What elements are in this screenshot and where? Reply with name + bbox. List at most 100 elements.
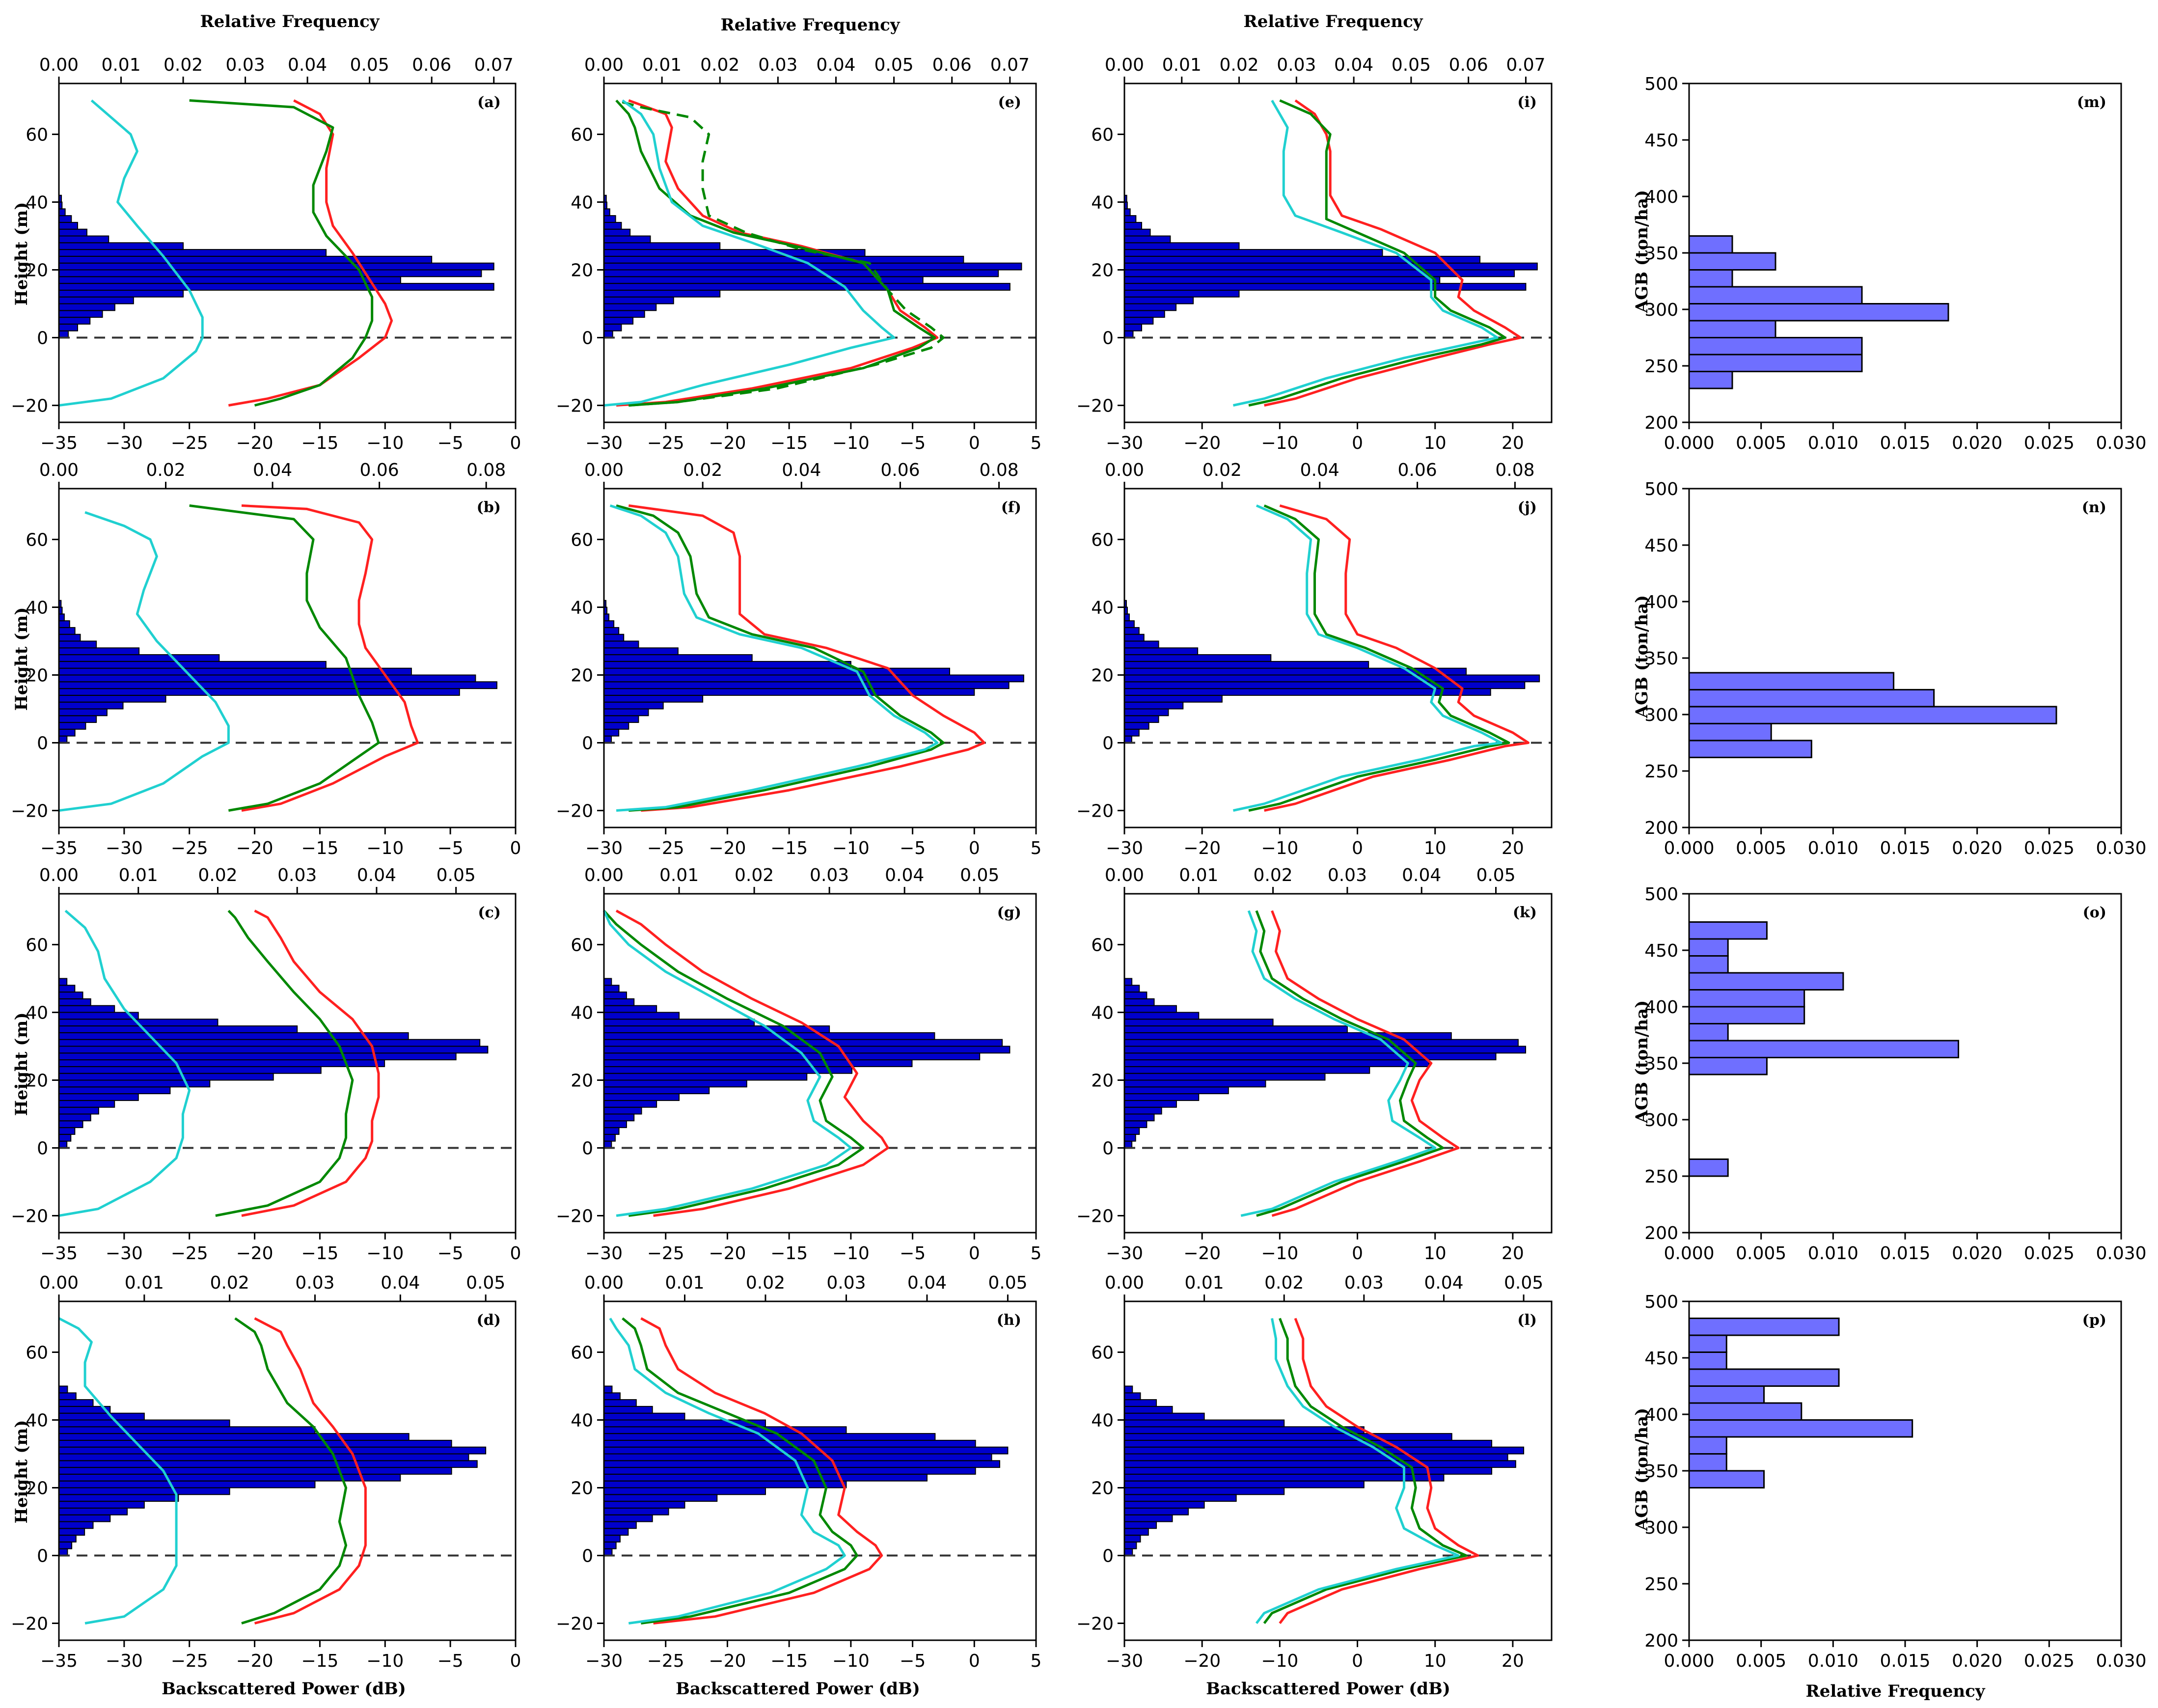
hist-bar <box>58 1066 322 1074</box>
hist-bar <box>603 1399 637 1407</box>
series-green <box>215 909 354 1217</box>
hist-bar <box>58 1467 452 1475</box>
hist-bar <box>1124 1453 1508 1461</box>
ylabel-agb-row4: AGB (ton/ha) <box>1632 1408 1652 1531</box>
hist-bar <box>58 1426 316 1434</box>
y-tick-label: −20 <box>556 396 593 416</box>
x2-tick-label: 0.00 <box>39 55 79 75</box>
y-tick-label: −20 <box>556 1207 593 1227</box>
panel-e: −30 −25 −20 −15 −10 −5 0 5 0.00 0.01 0.02 0.03 0.04 0… <box>556 55 1041 453</box>
hist-bar <box>1124 735 1132 744</box>
hist-bar <box>1124 283 1527 291</box>
hist-bar <box>58 1385 68 1394</box>
panel-n: 0.000 0.005 0.010 0.015 0.020 0.025 0.030 200 25… <box>1644 479 2146 858</box>
hist-bar <box>603 667 950 676</box>
x-tick-label: −10 <box>832 1651 870 1671</box>
panel-k: −30 −20 −10 0 10 20 0.00 0.01 0.02 0.03 0.04 0.05 −2… <box>1076 865 1553 1264</box>
y-tick-label: 60 <box>26 530 48 551</box>
hist-bar <box>58 276 401 284</box>
panel-label: (f) <box>1001 499 1021 516</box>
hist-bar <box>58 1521 94 1529</box>
y-tick-label: 20 <box>26 1479 48 1499</box>
x-tick-label: 0.025 <box>2024 1243 2075 1264</box>
hist-bar <box>603 735 612 744</box>
panel-label: (c) <box>478 904 501 921</box>
x-tick-label: −30 <box>585 433 623 453</box>
hist-bar <box>603 1012 680 1020</box>
hist-bar <box>603 992 627 999</box>
x2-tick-label: 0.04 <box>782 460 821 480</box>
hist-bar <box>1124 627 1140 635</box>
x2-tick-label: 0.03 <box>295 1273 334 1293</box>
x-tick-label: −5 <box>437 1651 464 1671</box>
hist-bar <box>58 715 97 723</box>
y-tick-label: 500 <box>1644 884 1678 905</box>
x-tick-label: −20 <box>1183 1243 1221 1264</box>
x-tick-label: 0.000 <box>1664 433 1714 453</box>
hist-bar <box>603 701 664 710</box>
x-tick-label: 5 <box>1031 1243 1042 1264</box>
ylabel-height-row4: Height (m) <box>12 1420 31 1524</box>
y-tick-label: 40 <box>571 193 593 213</box>
y-tick-label: 300 <box>1644 705 1678 725</box>
hist-bar <box>603 323 622 331</box>
x-tick-label: 0.020 <box>1952 1651 2002 1671</box>
hist-bar <box>1124 992 1147 999</box>
x-tick-label: 0.015 <box>1880 1243 1930 1264</box>
agb-bar <box>1688 1402 1803 1421</box>
y-tick-label: −20 <box>556 1614 593 1634</box>
x2-tick-label: 0.00 <box>584 460 624 480</box>
hist-bar <box>603 221 622 230</box>
hist-bar <box>1124 1514 1173 1522</box>
hist-bar <box>603 1106 642 1115</box>
x2-tick-label: 0.04 <box>357 865 396 885</box>
x-tick-label: −30 <box>106 1651 143 1671</box>
y-tick-label: 40 <box>26 1411 48 1431</box>
hist-bar <box>603 1032 935 1040</box>
x2-tick-label: 0.02 <box>1254 865 1293 885</box>
x2-tick-label: 0.03 <box>1344 1273 1384 1293</box>
hist-bar <box>603 303 657 311</box>
hist-bar <box>603 1113 635 1122</box>
x-tick-label: −10 <box>1261 1651 1298 1671</box>
x-tick-label: 0 <box>1352 1243 1363 1264</box>
x2-tick-label: 0.04 <box>288 55 327 75</box>
x2-tick-label: 0.03 <box>226 55 265 75</box>
hist-bar <box>58 1541 73 1549</box>
y-tick-label: −20 <box>1076 801 1114 822</box>
y-tick-label: 60 <box>571 936 593 956</box>
hist-bar <box>603 640 639 649</box>
series-cyan <box>58 99 204 407</box>
x2-tick-label: 0.00 <box>39 1273 79 1293</box>
y-tick-label: 350 <box>1644 1461 1678 1482</box>
x2-tick-label: 0.03 <box>277 865 317 885</box>
hist-bar <box>58 998 91 1006</box>
x-tick-label: 0 <box>510 838 521 858</box>
x2-tick-label: 0.04 <box>907 1273 947 1293</box>
series-red <box>254 1317 367 1625</box>
hist-bar <box>58 1039 481 1047</box>
hist-bar <box>1124 1012 1200 1020</box>
hist-bar <box>1124 1419 1285 1428</box>
hist-bar <box>58 674 476 683</box>
hist-bar <box>58 681 497 689</box>
series-green <box>234 1317 348 1625</box>
hist-bar <box>58 317 91 325</box>
hist-bar <box>1124 235 1171 244</box>
x-tick-label: 0.030 <box>2096 1243 2146 1264</box>
x-tick-label: −20 <box>709 1243 746 1264</box>
y-tick-label: 500 <box>1644 479 1678 499</box>
y-tick-label: 20 <box>571 261 593 281</box>
x2-tick-label: 0.04 <box>1402 865 1441 885</box>
hist-bar <box>1124 1106 1162 1115</box>
x-tick-label: −25 <box>171 1243 208 1264</box>
series-red <box>228 99 393 407</box>
series-red <box>628 504 985 812</box>
hist-bar <box>603 1453 992 1461</box>
hist-bar <box>58 1100 115 1108</box>
x-tick-label: −30 <box>1106 433 1143 453</box>
y-tick-label: 250 <box>1644 762 1678 782</box>
x2-tick-label: 0.05 <box>988 1273 1027 1293</box>
x-tick-label: 0.030 <box>2096 1651 2146 1671</box>
hist-bar <box>58 1106 99 1115</box>
